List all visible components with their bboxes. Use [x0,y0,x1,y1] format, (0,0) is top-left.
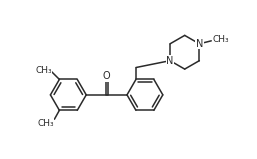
Text: CH₃: CH₃ [37,119,54,128]
Text: CH₃: CH₃ [35,66,52,75]
Text: N: N [166,56,174,66]
Text: CH₃: CH₃ [213,35,230,44]
Text: O: O [103,71,111,81]
Text: N: N [196,39,203,49]
